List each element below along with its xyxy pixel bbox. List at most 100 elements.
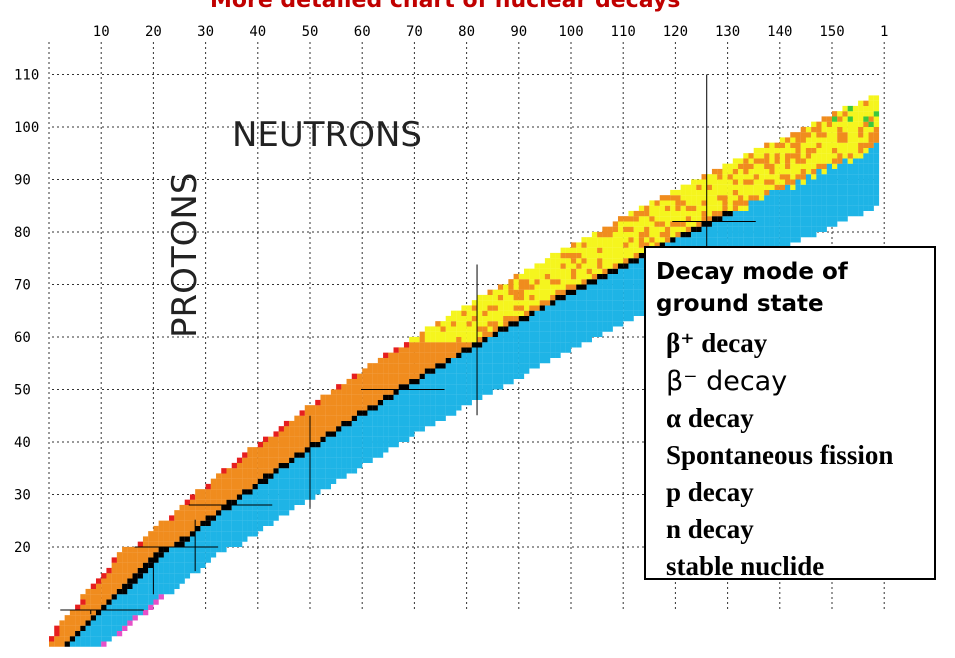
nuclide-cell bbox=[273, 436, 279, 442]
nuclide-cell bbox=[706, 174, 713, 180]
nuclide-cell bbox=[602, 315, 608, 322]
nuclide-cell bbox=[169, 531, 175, 537]
nuclide-cell bbox=[351, 389, 358, 395]
nuclide-cell bbox=[758, 184, 765, 190]
nuclide-cell bbox=[106, 573, 112, 579]
nuclide-cell bbox=[247, 515, 253, 521]
nuclide-cell bbox=[461, 347, 467, 353]
nuclide-cell bbox=[325, 405, 331, 411]
nuclide-cell bbox=[398, 352, 405, 358]
nuclide-cell bbox=[111, 620, 117, 626]
x-tick-label: 90 bbox=[510, 24, 527, 40]
nuclide-cell bbox=[137, 594, 144, 600]
nuclide-cell bbox=[644, 242, 650, 248]
nuclide-cell bbox=[122, 557, 128, 563]
nuclide-cell bbox=[680, 200, 686, 206]
nuclide-cell bbox=[388, 352, 394, 358]
nuclide-cell bbox=[289, 431, 295, 437]
nuclide-cell bbox=[393, 431, 399, 437]
nuclide-cell bbox=[294, 447, 300, 453]
nuclide-cell bbox=[409, 420, 415, 427]
nuclide-cell bbox=[132, 546, 138, 553]
nuclide-cell bbox=[555, 263, 561, 269]
nuclide-cell bbox=[148, 557, 154, 563]
nuclide-cell bbox=[377, 410, 384, 416]
nuclide-cell bbox=[419, 420, 425, 427]
nuclide-cell bbox=[544, 352, 551, 358]
nuclide-cell bbox=[550, 268, 556, 274]
nuclide-cell bbox=[586, 237, 592, 243]
nuclide-cell bbox=[602, 279, 608, 285]
nuclide-cell bbox=[722, 168, 728, 175]
nuclide-cell bbox=[377, 378, 384, 385]
nuclide-cell bbox=[832, 184, 838, 190]
nuclide-cell bbox=[617, 300, 624, 306]
nuclide-cell bbox=[664, 205, 671, 211]
nuclide-cell bbox=[466, 315, 472, 322]
nuclide-cell bbox=[565, 284, 572, 290]
nuclide-cell bbox=[142, 546, 149, 553]
nuclide-cell bbox=[294, 452, 300, 458]
nuclide-cell bbox=[283, 468, 290, 474]
nuclide-cell bbox=[163, 567, 170, 574]
nuclide-cell bbox=[649, 200, 655, 206]
nuclide-cell bbox=[565, 347, 572, 353]
nuclide-cell bbox=[450, 405, 457, 411]
nuclide-cell bbox=[586, 305, 592, 311]
nuclide-cell bbox=[675, 189, 681, 196]
nuclide-cell bbox=[148, 536, 154, 542]
nuclide-cell bbox=[122, 620, 128, 626]
nuclide-cell bbox=[847, 121, 853, 127]
nuclide-cell bbox=[393, 368, 399, 374]
nuclide-cell bbox=[283, 510, 290, 516]
nuclide-cell bbox=[320, 478, 326, 484]
nuclide-cell bbox=[424, 405, 431, 411]
nuclide-cell bbox=[492, 294, 499, 301]
nuclide-cell bbox=[210, 510, 217, 516]
nuclide-cell bbox=[842, 184, 848, 190]
nuclide-cell bbox=[236, 473, 243, 479]
x-tick-label: 60 bbox=[354, 24, 371, 40]
nuclide-cell bbox=[706, 231, 713, 238]
nuclide-cell bbox=[842, 142, 848, 148]
nuclide-cell bbox=[612, 268, 619, 274]
nuclide-cell bbox=[122, 573, 128, 579]
nuclide-cell bbox=[236, 510, 243, 516]
nuclide-cell bbox=[638, 252, 645, 259]
nuclide-cell bbox=[487, 342, 493, 348]
nuclide-cell bbox=[492, 363, 499, 369]
nuclide-cell bbox=[847, 179, 853, 185]
nuclide-cell bbox=[508, 331, 514, 337]
nuclide-cell bbox=[576, 289, 582, 295]
nuclide-cell bbox=[508, 368, 514, 374]
nuclide-cell bbox=[49, 636, 55, 642]
nuclide-cell bbox=[216, 515, 222, 521]
nuclide-cell bbox=[847, 153, 853, 159]
nuclide-cell bbox=[576, 300, 582, 306]
nuclide-cell bbox=[837, 116, 843, 122]
nuclide-cell bbox=[179, 578, 185, 584]
nuclide-cell bbox=[377, 363, 384, 369]
nuclide-cell bbox=[497, 305, 504, 311]
nuclide-cell bbox=[158, 583, 164, 589]
nuclide-cell bbox=[435, 399, 441, 406]
nuclide-cell bbox=[680, 242, 686, 248]
nuclide-cell bbox=[257, 499, 264, 505]
nuclide-cell bbox=[377, 426, 384, 432]
nuclide-cell bbox=[482, 368, 488, 374]
nuclide-cell bbox=[581, 294, 587, 301]
nuclide-cell bbox=[200, 562, 206, 568]
nuclide-cell bbox=[445, 384, 452, 390]
nuclide-cell bbox=[571, 263, 577, 269]
nuclide-cell bbox=[283, 431, 290, 437]
nuclide-cell bbox=[790, 195, 796, 201]
nuclide-cell bbox=[414, 394, 420, 400]
nuclide-cell bbox=[268, 441, 274, 448]
nuclide-cell bbox=[195, 531, 201, 537]
nuclide-cell bbox=[597, 252, 603, 259]
nuclide-cell bbox=[315, 457, 321, 463]
nuclide-cell bbox=[706, 189, 713, 196]
nuclide-cell bbox=[278, 468, 285, 474]
nuclide-cell bbox=[638, 226, 645, 232]
nuclide-cell bbox=[430, 378, 436, 385]
